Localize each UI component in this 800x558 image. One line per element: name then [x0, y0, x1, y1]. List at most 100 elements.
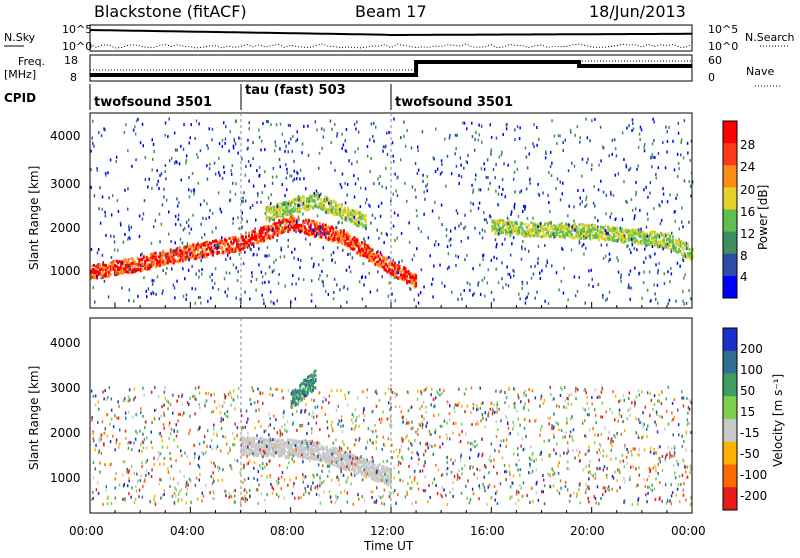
heatmap-cell: [570, 129, 572, 132]
heatmap-cell: [678, 122, 680, 125]
heatmap-cell: [667, 130, 669, 133]
heatmap-cell: [313, 263, 315, 266]
heatmap-cell: [198, 182, 200, 185]
heatmap-cell: [284, 194, 286, 197]
heatmap-cell: [290, 124, 292, 127]
heatmap-cell: [654, 253, 656, 256]
heatmap-cell: [251, 271, 253, 274]
heatmap-cell: [669, 235, 671, 238]
heatmap-cell: [215, 227, 217, 230]
heatmap-cell: [671, 250, 673, 253]
heatmap-cell: [501, 153, 503, 156]
heatmap-cell: [333, 251, 335, 254]
heatmap-cell: [341, 205, 343, 208]
noise-left-tick-bottom: 10^0: [62, 40, 92, 53]
heatmap-cell: [222, 177, 224, 180]
heatmap-cell: [629, 248, 631, 251]
heatmap-cell: [230, 257, 232, 260]
heatmap-cell: [163, 188, 165, 191]
heatmap-cell: [571, 248, 573, 251]
heatmap-cell: [389, 282, 391, 285]
heatmap-cell: [444, 138, 446, 141]
heatmap-cell: [284, 285, 286, 288]
heatmap-cell: [526, 156, 528, 159]
heatmap-cell: [582, 200, 584, 203]
heatmap-cell: [464, 214, 466, 217]
heatmap-cell: [287, 171, 289, 174]
heatmap-cell: [539, 272, 541, 275]
heatmap-cell: [623, 180, 625, 183]
freq-unit-label: [MHz]: [4, 68, 36, 81]
heatmap-cell: [103, 127, 105, 130]
freq-left-tick-bottom: 8: [70, 71, 77, 84]
heatmap-cell: [542, 192, 544, 195]
heatmap-cell: [110, 158, 112, 161]
heatmap-cell: [502, 243, 504, 246]
heatmap-cell: [491, 259, 493, 262]
heatmap-cell: [287, 438, 289, 441]
heatmap-cell: [300, 259, 302, 262]
heatmap-cell: [657, 302, 659, 305]
heatmap-cell: [328, 202, 330, 205]
heatmap-cell: [256, 253, 258, 256]
heatmap-cell: [379, 182, 381, 185]
heatmap-cell: [518, 293, 520, 296]
heatmap-cell: [284, 140, 286, 143]
heatmap-cell: [186, 159, 188, 162]
heatmap-cell: [241, 218, 243, 221]
heatmap-cell: [489, 182, 491, 185]
heatmap-cell: [145, 178, 147, 181]
heatmap-cell: [336, 448, 338, 451]
heatmap-cell: [388, 295, 390, 298]
heatmap-cell: [602, 296, 604, 299]
heatmap-cell: [204, 233, 206, 236]
heatmap-cell: [583, 189, 585, 192]
heatmap-cell: [331, 234, 333, 237]
heatmap-cell: [672, 235, 674, 238]
heatmap-cell: [313, 265, 315, 268]
heatmap-cell: [586, 161, 588, 164]
heatmap-cell: [380, 175, 382, 178]
heatmap-cell: [245, 200, 247, 203]
heatmap-cell: [214, 282, 216, 285]
heatmap-cell: [630, 167, 632, 170]
heatmap-cell: [498, 281, 500, 284]
heatmap-cell: [370, 460, 372, 463]
heatmap-cell: [175, 253, 177, 256]
heatmap-cell: [141, 264, 143, 267]
heatmap-cell: [318, 263, 320, 266]
heatmap-cell: [209, 163, 211, 166]
heatmap-cell: [647, 486, 649, 489]
heatmap-cell: [521, 247, 523, 250]
heatmap-cell: [149, 178, 151, 181]
heatmap-cell: [381, 185, 383, 188]
heatmap-cell: [266, 255, 268, 258]
heatmap-cell: [511, 242, 512, 245]
heatmap-cell: [104, 211, 106, 214]
heatmap-cell: [632, 122, 634, 125]
heatmap-cell: [446, 228, 448, 231]
heatmap-cell: [272, 182, 274, 185]
heatmap-cell: [441, 163, 443, 166]
heatmap-cell: [256, 201, 258, 204]
heatmap-cell: [212, 250, 214, 253]
heatmap-cell: [605, 299, 607, 302]
heatmap-cell: [366, 198, 368, 201]
heatmap-cell: [231, 169, 233, 172]
heatmap-cell: [478, 281, 480, 284]
heatmap-cell: [207, 147, 209, 150]
heatmap-cell: [284, 255, 286, 258]
heatmap-cell: [341, 133, 343, 136]
heatmap-cell: [275, 259, 277, 262]
heatmap-cell: [297, 130, 299, 133]
heatmap-cell: [165, 177, 167, 180]
heatmap-cell: [502, 178, 504, 181]
heatmap-cell: [616, 229, 618, 232]
heatmap-cell: [548, 302, 550, 305]
heatmap-cell: [392, 141, 394, 144]
heatmap-cell: [501, 261, 503, 264]
heatmap-cell: [114, 302, 116, 305]
heatmap-cell: [133, 129, 135, 132]
heatmap-cell: [196, 153, 198, 156]
heatmap-cell: [580, 237, 582, 240]
